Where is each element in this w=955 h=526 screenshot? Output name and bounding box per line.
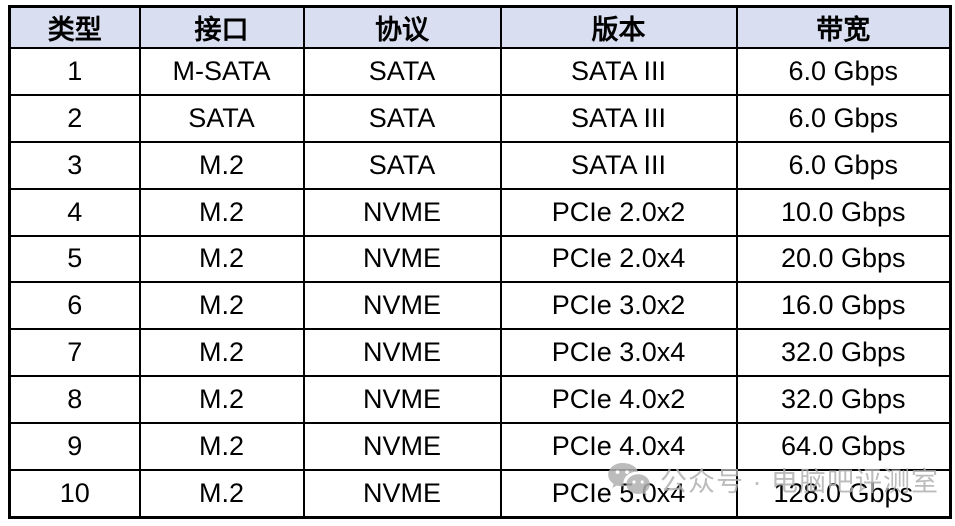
cell-interface: SATA — [138, 93, 305, 143]
cell-protocol: NVME — [302, 422, 502, 471]
cell-interface: M.2 — [138, 187, 305, 237]
cell-version: PCIe 2.0x2 — [499, 187, 738, 237]
cell-interface: M.2 — [138, 422, 305, 471]
cell-interface: M.2 — [138, 375, 305, 424]
ssd-interface-spec-table: 类型 接口 协议 版本 带宽 1 M-SATA SATA SATA III 6.… — [8, 5, 952, 519]
col-header-type: 类型 — [8, 5, 141, 49]
table-row: 9 M.2 NVME PCIe 4.0x4 64.0 Gbps — [8, 422, 952, 471]
cell-interface: M.2 — [138, 140, 305, 190]
cell-type: 3 — [8, 140, 141, 190]
cell-version: PCIe 4.0x4 — [499, 422, 738, 471]
cell-version: PCIe 2.0x4 — [499, 234, 738, 284]
header-row: 类型 接口 协议 版本 带宽 — [8, 5, 952, 49]
cell-type: 5 — [8, 234, 141, 284]
cell-version: SATA III — [499, 93, 738, 143]
cell-bandwidth: 20.0 Gbps — [735, 234, 952, 284]
cell-version: PCIe 3.0x2 — [499, 281, 738, 331]
cell-type: 9 — [8, 422, 141, 471]
cell-type: 2 — [8, 93, 141, 143]
cell-interface: M.2 — [138, 234, 305, 284]
table-row: 10 M.2 NVME PCIe 5.0x4 128.0 Gbps — [8, 468, 952, 519]
cell-version: PCIe 5.0x4 — [499, 468, 738, 519]
col-header-version: 版本 — [499, 5, 738, 49]
cell-bandwidth: 10.0 Gbps — [735, 187, 952, 237]
cell-type: 7 — [8, 328, 141, 378]
table-row: 5 M.2 NVME PCIe 2.0x4 20.0 Gbps — [8, 234, 952, 284]
cell-protocol: NVME — [302, 375, 502, 424]
table-row: 6 M.2 NVME PCIe 3.0x2 16.0 Gbps — [8, 281, 952, 331]
table-row: 4 M.2 NVME PCIe 2.0x2 10.0 Gbps — [8, 187, 952, 237]
cell-protocol: SATA — [302, 93, 502, 143]
cell-bandwidth: 6.0 Gbps — [735, 47, 952, 96]
cell-type: 6 — [8, 281, 141, 331]
cell-type: 8 — [8, 375, 141, 424]
cell-bandwidth: 128.0 Gbps — [735, 468, 952, 519]
cell-bandwidth: 6.0 Gbps — [735, 93, 952, 143]
cell-bandwidth: 64.0 Gbps — [735, 422, 952, 471]
table-row: 2 SATA SATA SATA III 6.0 Gbps — [8, 93, 952, 143]
cell-protocol: SATA — [302, 47, 502, 96]
cell-bandwidth: 32.0 Gbps — [735, 375, 952, 424]
cell-version: PCIe 4.0x2 — [499, 375, 738, 424]
cell-protocol: NVME — [302, 328, 502, 378]
cell-bandwidth: 32.0 Gbps — [735, 328, 952, 378]
table-row: 7 M.2 NVME PCIe 3.0x4 32.0 Gbps — [8, 328, 952, 378]
cell-protocol: NVME — [302, 468, 502, 519]
cell-interface: M.2 — [138, 468, 305, 519]
cell-protocol: NVME — [302, 187, 502, 237]
col-header-interface: 接口 — [138, 5, 305, 49]
cell-interface: M.2 — [138, 281, 305, 331]
table-row: 8 M.2 NVME PCIe 4.0x2 32.0 Gbps — [8, 375, 952, 424]
cell-type: 1 — [8, 47, 141, 96]
cell-protocol: NVME — [302, 234, 502, 284]
cell-version: PCIe 3.0x4 — [499, 328, 738, 378]
cell-version: SATA III — [499, 140, 738, 190]
cell-interface: M-SATA — [138, 47, 305, 96]
col-header-protocol: 协议 — [302, 5, 502, 49]
cell-type: 10 — [8, 468, 141, 519]
cell-protocol: NVME — [302, 281, 502, 331]
cell-interface: M.2 — [138, 328, 305, 378]
cell-version: SATA III — [499, 47, 738, 96]
cell-protocol: SATA — [302, 140, 502, 190]
col-header-bandwidth: 带宽 — [735, 5, 952, 49]
table-row: 3 M.2 SATA SATA III 6.0 Gbps — [8, 140, 952, 190]
cell-bandwidth: 6.0 Gbps — [735, 140, 952, 190]
cell-bandwidth: 16.0 Gbps — [735, 281, 952, 331]
table-row: 1 M-SATA SATA SATA III 6.0 Gbps — [8, 47, 952, 96]
cell-type: 4 — [8, 187, 141, 237]
